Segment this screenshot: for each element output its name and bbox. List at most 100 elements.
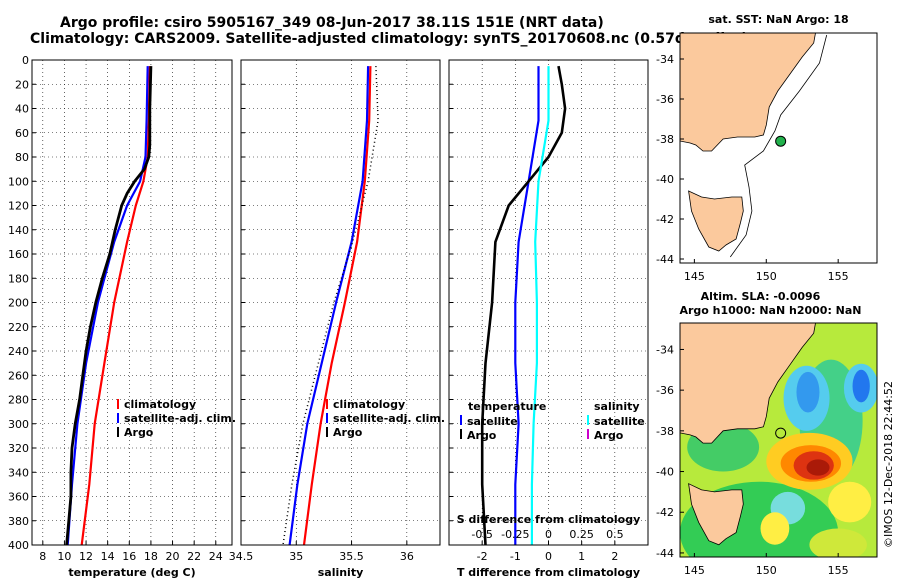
map-tick-label-lat: -42: [656, 213, 674, 226]
sla-anomaly-patch: [806, 459, 830, 476]
tick-label-depth: 380: [8, 515, 29, 528]
map-tick-label-lat: -40: [656, 173, 674, 186]
shelf-contour: [729, 34, 828, 258]
axes-frame: [240, 59, 441, 546]
tick-label-depth: 160: [8, 248, 29, 261]
sla-anomaly-patch: [828, 481, 872, 523]
map-content: [680, 323, 877, 557]
map-tick-label-lon: 145: [684, 564, 705, 577]
land-tasmania: [688, 190, 744, 252]
series-s-satellite: [530, 66, 550, 545]
map-frame: [679, 322, 878, 558]
map-tick-label-lon: 155: [828, 270, 849, 283]
tick-label-depth: 340: [8, 466, 29, 479]
series-climatology: [80, 66, 151, 546]
series-argo: [65, 66, 153, 546]
land-mainland: [680, 33, 816, 152]
tick-label-depth: 300: [8, 418, 29, 431]
tick-label-x: 1: [578, 550, 585, 563]
tick-label-x: 10: [57, 550, 71, 563]
tick-label-depth: 180: [8, 272, 29, 285]
tick-label-x: -1: [510, 550, 521, 563]
axes-frame: [31, 59, 233, 546]
tick-label-x: 20: [166, 550, 180, 563]
map-tick-label-lat: -40: [656, 466, 674, 479]
map-content: [680, 33, 877, 263]
map-tick-label-lon: 155: [828, 564, 849, 577]
map-tick-label-lat: -36: [656, 384, 674, 397]
x-axis-label: T difference from climatology: [457, 566, 640, 579]
figure-title-line1: Argo profile: csiro 5905167_349 08-Jun-2…: [60, 15, 604, 31]
tick-label-depth: 60: [15, 127, 29, 140]
tick-label-depth: 360: [8, 491, 29, 504]
top-axis-label: S difference from climatology: [457, 513, 641, 526]
sla-anomaly-patch: [809, 528, 867, 557]
profile-panels: 8 10 12 14 16 18 20 22 2402040608010012014016018…: [8, 54, 649, 579]
tick-label-depth: 400: [8, 539, 29, 552]
tick-label-x: 16: [122, 550, 136, 563]
tick-label-x: 18: [144, 550, 158, 563]
legend-label: climatology: [333, 398, 405, 411]
tick-label-x: 35: [289, 550, 303, 563]
tick-label-depth: 140: [8, 224, 29, 237]
tick-label-x: 24: [209, 550, 223, 563]
map-tick-label-lon: 150: [756, 564, 777, 577]
sla-anomaly-patch: [796, 371, 820, 413]
top-tick-label: -0.25: [501, 528, 529, 541]
top-tick-label: 0.25: [569, 528, 594, 541]
tick-label-x: 0: [545, 550, 552, 563]
tick-label-depth: 220: [8, 321, 29, 334]
tick-label-depth: 100: [8, 175, 29, 188]
legend-label: Argo: [467, 429, 497, 442]
series-climatology: [302, 66, 372, 546]
tick-label-depth: 320: [8, 442, 29, 455]
panel-difference: -2 -1 0 1 2 T difference from climatology -0.5…: [448, 59, 649, 579]
tick-label-x: 22: [187, 550, 201, 563]
legend-title: temperature: [468, 400, 546, 413]
tick-label-x: 36: [400, 550, 414, 563]
map-tick-label-lat: -38: [656, 425, 674, 438]
map-tick-label-lon: 150: [756, 270, 777, 283]
tick-label-x: 14: [101, 550, 115, 563]
legend-label: Argo: [333, 426, 363, 439]
legend-label: satellite: [467, 415, 518, 428]
map-frame: [679, 32, 878, 264]
tick-label-x: 34.5: [229, 550, 254, 563]
imos-stamp: ©IMOS 12-Dec-2018 22:44:52: [882, 381, 895, 548]
tick-label-depth: 240: [8, 345, 29, 358]
series-t-satellite: [514, 66, 540, 545]
map-tick-label-lat: -34: [656, 53, 674, 66]
tick-label-x: 35.5: [339, 550, 364, 563]
land-mainland: [680, 323, 816, 444]
map-panels: 145 150 155 -34 -36 -38 -40 -42 -44 sat. SST: NaN…: [656, 13, 878, 577]
tick-label-depth: 260: [8, 369, 29, 382]
axes-frame: [448, 59, 649, 546]
legend-label: satellite: [594, 415, 645, 428]
map-tick-label-lat: -42: [656, 506, 674, 519]
map-title: Altim. SLA: -0.0096: [701, 290, 821, 303]
tick-label-x: 8: [39, 550, 46, 563]
legend-label: Argo: [594, 429, 624, 442]
map-tick-label-lat: -36: [656, 93, 674, 106]
tick-label-depth: 200: [8, 297, 29, 310]
map-tick-label-lat: -34: [656, 343, 674, 356]
map-tick-label-lat: -44: [656, 547, 674, 560]
legend-title: salinity: [594, 400, 640, 413]
argo-location-marker: [775, 135, 787, 147]
map-tick-label-lat: -44: [656, 253, 674, 266]
tick-label-x: -2: [477, 550, 488, 563]
tick-label-depth: 40: [15, 103, 29, 116]
tick-label-depth: 120: [8, 200, 29, 213]
map-tick-label-lon: 145: [684, 270, 705, 283]
top-tick-label: -0.5: [471, 528, 492, 541]
x-axis-label: salinity: [318, 566, 364, 579]
series-t-argo: [480, 65, 567, 546]
land-tasmania: [688, 483, 744, 546]
x-axis-label: temperature (deg C): [68, 566, 195, 579]
series-satellite-adj-clim-: [66, 66, 149, 546]
series-satellite-adj-clim-: [288, 66, 370, 546]
top-tick-label: 0.5: [606, 528, 624, 541]
legend-label: satellite-adj. clim.: [333, 412, 445, 425]
argo-location-marker: [775, 427, 787, 439]
